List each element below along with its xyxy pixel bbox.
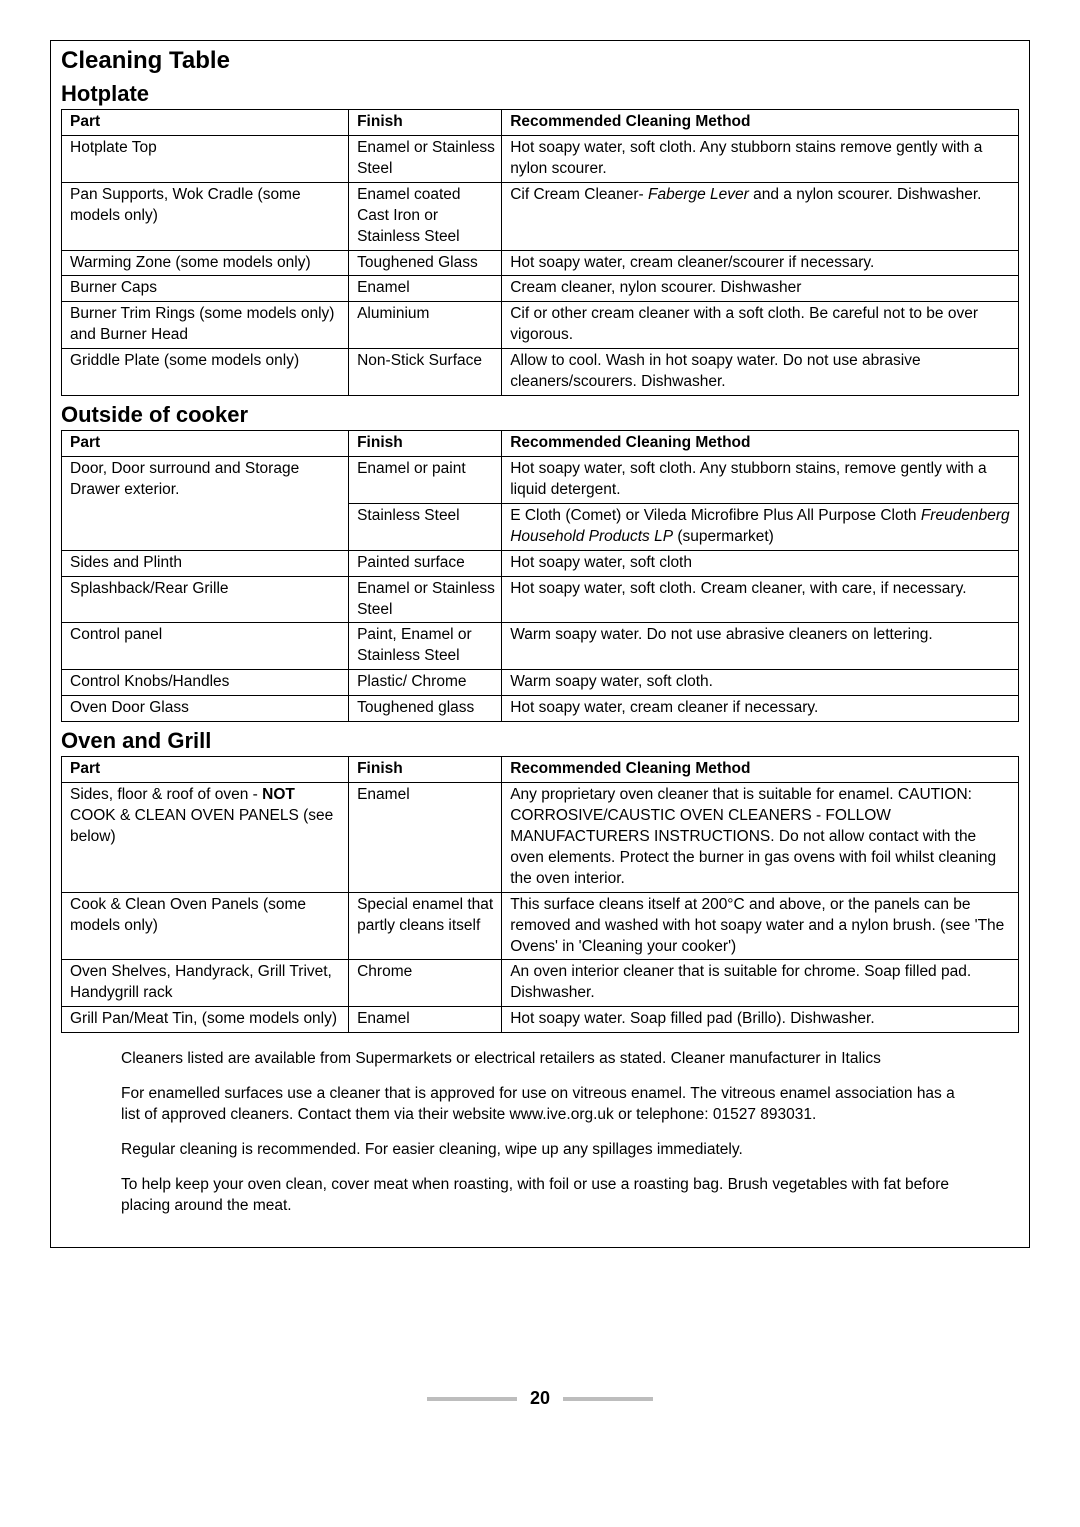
section-heading: Hotplate: [61, 81, 1019, 107]
footer-bar-left: [427, 1397, 517, 1401]
cell-finish: Chrome: [349, 960, 502, 1007]
footer-bar-right: [563, 1397, 653, 1401]
table-row: Oven Shelves, Handyrack, Grill Trivet, H…: [62, 960, 1019, 1007]
table-row: Door, Door surround and Storage Drawer e…: [62, 456, 1019, 503]
cell-finish: Non-Stick Surface: [349, 349, 502, 396]
section-heading: Oven and Grill: [61, 728, 1019, 754]
cell-part: Control Knobs/Handles: [62, 670, 349, 696]
cell-part: Door, Door surround and Storage Drawer e…: [62, 456, 349, 550]
note-paragraph: To help keep your oven clean, cover meat…: [121, 1175, 959, 1217]
cell-finish: Enamel or Stainless Steel: [349, 135, 502, 182]
notes: Cleaners listed are available from Super…: [61, 1033, 1019, 1237]
column-header: Part: [62, 431, 349, 457]
table-row: Cook & Clean Oven Panels (some models on…: [62, 892, 1019, 960]
column-header: Recommended Cleaning Method: [502, 110, 1019, 136]
column-header: Recommended Cleaning Method: [502, 757, 1019, 783]
cell-finish: Special enamel that partly cleans itself: [349, 892, 502, 960]
cell-method: This surface cleans itself at 200°C and …: [502, 892, 1019, 960]
cleaning-table: PartFinishRecommended Cleaning Method Sid…: [61, 756, 1019, 1033]
cleaning-table: PartFinishRecommended Cleaning MethodDoo…: [61, 430, 1019, 722]
cell-method: Warm soapy water, soft cloth.: [502, 670, 1019, 696]
table-row: Sides, floor & roof of oven - NOT COOK &…: [62, 783, 1019, 893]
cell-method: Any proprietary oven cleaner that is sui…: [502, 783, 1019, 893]
cell-part: Sides, floor & roof of oven - NOT COOK &…: [62, 783, 349, 893]
table-row: Burner Trim Rings (some models only) and…: [62, 302, 1019, 349]
cell-finish: Painted surface: [349, 550, 502, 576]
note-paragraph: For enamelled surfaces use a cleaner tha…: [121, 1084, 959, 1126]
cell-finish: Paint, Enamel or Stainless Steel: [349, 623, 502, 670]
column-header: Finish: [349, 110, 502, 136]
section-heading: Outside of cooker: [61, 402, 1019, 428]
cell-method: Hot soapy water, cream cleaner if necess…: [502, 696, 1019, 722]
cell-method: Hot soapy water, cream cleaner/scourer i…: [502, 250, 1019, 276]
cleaning-table: PartFinishRecommended Cleaning MethodHot…: [61, 109, 1019, 396]
sections-container: HotplatePartFinishRecommended Cleaning M…: [61, 81, 1019, 1033]
cell-finish: Plastic/ Chrome: [349, 670, 502, 696]
cell-method: E Cloth (Comet) or Vileda Microfibre Plu…: [502, 503, 1019, 550]
cell-part: Burner Trim Rings (some models only) and…: [62, 302, 349, 349]
cleaning-table-box: Cleaning Table HotplatePartFinishRecomme…: [50, 40, 1030, 1248]
page-footer: 20: [50, 1388, 1030, 1409]
column-header: Part: [62, 110, 349, 136]
cell-finish: Enamel coated Cast Iron or Stainless Ste…: [349, 182, 502, 250]
cell-finish: Aluminium: [349, 302, 502, 349]
table-row: Warming Zone (some models only)Toughened…: [62, 250, 1019, 276]
cell-method: Hot soapy water. Soap filled pad (Brillo…: [502, 1007, 1019, 1033]
cell-method: Hot soapy water, soft cloth. Any stubbor…: [502, 135, 1019, 182]
cell-part: Pan Supports, Wok Cradle (some models on…: [62, 182, 349, 250]
cell-part: Warming Zone (some models only): [62, 250, 349, 276]
table-row: Control panelPaint, Enamel or Stainless …: [62, 623, 1019, 670]
cell-method: Allow to cool. Wash in hot soapy water. …: [502, 349, 1019, 396]
cell-finish: Enamel: [349, 1007, 502, 1033]
note-paragraph: Cleaners listed are available from Super…: [121, 1049, 959, 1070]
cell-method: An oven interior cleaner that is suitabl…: [502, 960, 1019, 1007]
table-row: Grill Pan/Meat Tin, (some models only)En…: [62, 1007, 1019, 1033]
note-paragraph: Regular cleaning is recommended. For eas…: [121, 1140, 959, 1161]
table-row: Splashback/Rear GrilleEnamel or Stainles…: [62, 576, 1019, 623]
cell-part: Griddle Plate (some models only): [62, 349, 349, 396]
column-header: Finish: [349, 431, 502, 457]
cell-part: Cook & Clean Oven Panels (some models on…: [62, 892, 349, 960]
page-title: Cleaning Table: [61, 47, 1019, 75]
cell-finish: Enamel: [349, 276, 502, 302]
page-number: 20: [530, 1388, 550, 1408]
cell-finish: Enamel: [349, 783, 502, 893]
cell-method: Cif or other cream cleaner with a soft c…: [502, 302, 1019, 349]
cell-method: Hot soapy water, soft cloth. Cream clean…: [502, 576, 1019, 623]
cell-finish: Enamel or paint: [349, 456, 502, 503]
table-row: Burner CapsEnamelCream cleaner, nylon sc…: [62, 276, 1019, 302]
column-header: Part: [62, 757, 349, 783]
cell-method: Hot soapy water, soft cloth: [502, 550, 1019, 576]
table-row: Hotplate TopEnamel or Stainless SteelHot…: [62, 135, 1019, 182]
cell-part: Grill Pan/Meat Tin, (some models only): [62, 1007, 349, 1033]
column-header: Recommended Cleaning Method: [502, 431, 1019, 457]
cell-part: Splashback/Rear Grille: [62, 576, 349, 623]
table-row: Griddle Plate (some models only)Non-Stic…: [62, 349, 1019, 396]
cell-method: Hot soapy water, soft cloth. Any stubbor…: [502, 456, 1019, 503]
cell-finish: Toughened glass: [349, 696, 502, 722]
cell-method: Cif Cream Cleaner- Faberge Lever and a n…: [502, 182, 1019, 250]
cell-part: Sides and Plinth: [62, 550, 349, 576]
table-row: Oven Door GlassToughened glassHot soapy …: [62, 696, 1019, 722]
table-row: Sides and PlinthPainted surfaceHot soapy…: [62, 550, 1019, 576]
cell-part: Burner Caps: [62, 276, 349, 302]
cell-part: Hotplate Top: [62, 135, 349, 182]
cell-finish: Enamel or Stainless Steel: [349, 576, 502, 623]
cell-part: Control panel: [62, 623, 349, 670]
column-header: Finish: [349, 757, 502, 783]
cell-part: Oven Shelves, Handyrack, Grill Trivet, H…: [62, 960, 349, 1007]
cell-part: Oven Door Glass: [62, 696, 349, 722]
cell-method: Warm soapy water. Do not use abrasive cl…: [502, 623, 1019, 670]
cell-method: Cream cleaner, nylon scourer. Dishwasher: [502, 276, 1019, 302]
table-row: Control Knobs/HandlesPlastic/ ChromeWarm…: [62, 670, 1019, 696]
cell-finish: Stainless Steel: [349, 503, 502, 550]
cell-finish: Toughened Glass: [349, 250, 502, 276]
table-row: Pan Supports, Wok Cradle (some models on…: [62, 182, 1019, 250]
